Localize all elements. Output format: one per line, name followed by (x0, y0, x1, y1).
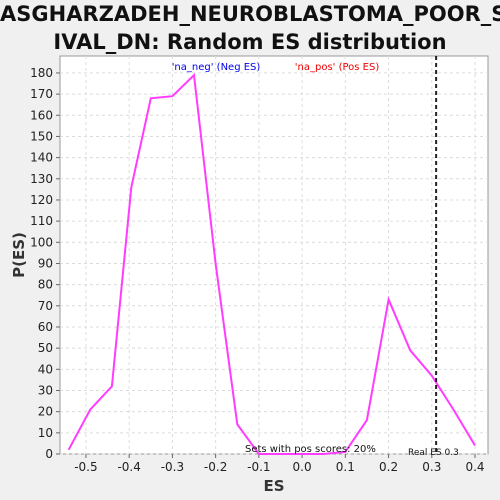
x-tick-label: 0.0 (293, 460, 312, 474)
real-es-label: Real ES 0.3 (408, 448, 459, 458)
chart-title: ASGHARZADEH_NEUROBLASTOMA_POOR_SURV IVAL… (0, 0, 500, 56)
y-tick-label: 180 (30, 66, 53, 80)
x-tick-label: -0.2 (204, 460, 227, 474)
y-tick-label: 50 (38, 341, 53, 355)
y-tick-label: 170 (30, 87, 53, 101)
grid-lines (60, 56, 488, 455)
x-tick-label: 0.3 (422, 460, 441, 474)
chart-title-line-2: IVAL_DN: Random ES distribution (53, 30, 447, 54)
legend-pos-label: 'na_pos' (Pos ES) (295, 62, 380, 73)
y-tick-label: 160 (30, 108, 53, 122)
y-tick-label: 70 (38, 299, 53, 313)
plot-area (59, 55, 489, 455)
x-axis-label: ES (263, 477, 284, 495)
y-axis-ticks: 0 10 20 30 40 50 60 70 80 90 100 110 120 130 140 150 160… (30, 66, 60, 461)
x-tick-label: -0.5 (74, 460, 97, 474)
x-tick-label: -0.4 (117, 460, 140, 474)
y-tick-label: 120 (30, 193, 53, 207)
x-axis-ticks: -0.5 -0.4 -0.3 -0.2 -0.1 0.0 0.1 0.2 0.3 0.4 (74, 454, 485, 474)
x-tick-label: 0.1 (336, 460, 355, 474)
pos-scores-annotation: Sets with pos scores: 20% (245, 444, 376, 455)
y-tick-label: 0 (45, 447, 53, 461)
y-tick-label: 150 (30, 129, 53, 143)
y-tick-label: 90 (38, 256, 53, 270)
y-tick-label: 100 (30, 235, 53, 249)
x-tick-label: -0.3 (161, 460, 184, 474)
y-tick-label: 20 (38, 405, 53, 419)
y-axis-label: P(ES) (10, 232, 28, 278)
y-tick-label: 130 (30, 172, 53, 186)
y-tick-label: 30 (38, 383, 53, 397)
legend-neg-label: 'na_neg' (Neg ES) (172, 62, 261, 73)
y-tick-label: 110 (30, 214, 53, 228)
y-tick-label: 60 (38, 320, 53, 334)
x-tick-label: -0.1 (247, 460, 270, 474)
y-tick-label: 40 (38, 362, 53, 376)
chart-title-line-1: ASGHARZADEH_NEUROBLASTOMA_POOR_SURV (0, 2, 500, 26)
y-tick-label: 140 (30, 151, 53, 165)
x-tick-label: 0.4 (465, 460, 484, 474)
y-tick-label: 10 (38, 426, 53, 440)
series-line (67, 72, 476, 455)
y-tick-label: 80 (38, 278, 53, 292)
x-tick-label: 0.2 (379, 460, 398, 474)
